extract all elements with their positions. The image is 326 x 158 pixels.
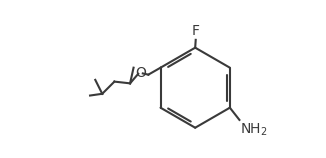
- Text: O: O: [135, 66, 146, 80]
- Text: F: F: [192, 24, 200, 38]
- Text: NH$_2$: NH$_2$: [240, 122, 268, 138]
